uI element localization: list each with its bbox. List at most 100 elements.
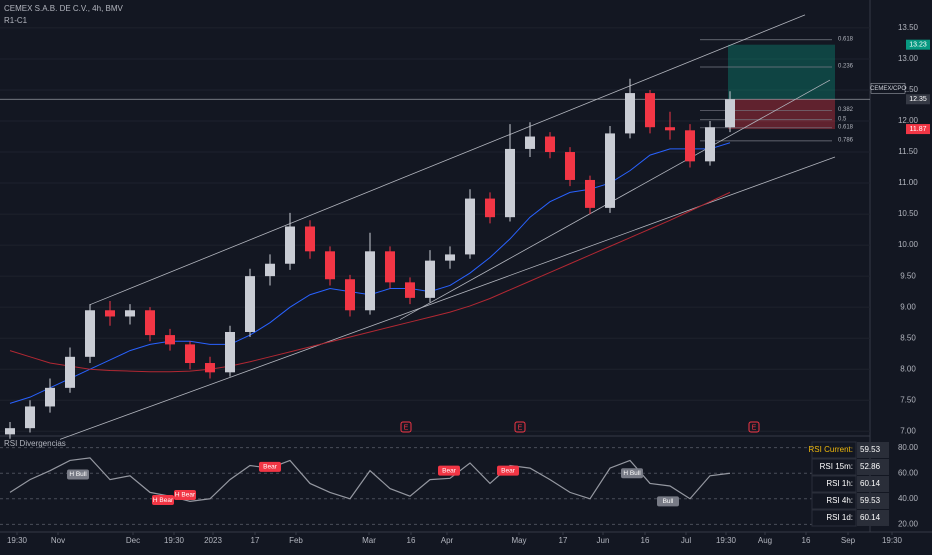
table-value-cell: [857, 442, 889, 458]
target-tag: 13.23: [909, 42, 927, 49]
event-marker: [748, 421, 760, 433]
event-marker: [514, 421, 526, 433]
x-tick-label: Aug: [758, 536, 772, 545]
x-tick-label: Dec: [126, 536, 140, 545]
y-tick-label: 13.00: [898, 54, 919, 63]
x-tick-label: 19:30: [164, 536, 185, 545]
divergence-label: Bear: [501, 467, 516, 474]
candle-body: [345, 279, 355, 311]
candle-body: [565, 152, 575, 180]
table-label: RSI 4h:: [826, 496, 853, 505]
fib-label: 0.236: [838, 64, 854, 70]
stop-tag-bg: [906, 124, 930, 135]
x-tick-label: 16: [407, 536, 416, 545]
target-tag-bg: [906, 39, 930, 50]
y-tick-label: 11.00: [898, 178, 918, 187]
table-value: 59.53: [860, 496, 881, 505]
rsi-title: RSI Divergencias: [4, 439, 66, 448]
fib-label: 0.382: [838, 107, 854, 113]
y-tick-label: 9.50: [900, 271, 916, 280]
event-marker: [400, 421, 412, 433]
candle-body: [145, 310, 155, 336]
table-label: RSI Current:: [809, 445, 853, 454]
x-tick-label: 19:30: [716, 536, 737, 545]
table-label: RSI 1h:: [826, 479, 853, 488]
table-label: RSI 1d:: [826, 513, 853, 522]
candle-body: [5, 428, 15, 435]
y-tick-label: 8.00: [900, 364, 916, 373]
candle-body: [325, 251, 335, 280]
candle-body: [365, 251, 375, 311]
price-tag-bg: [906, 94, 930, 105]
divergence-label: Bear: [263, 464, 278, 471]
rsi-tick-label: 80.00: [898, 443, 919, 452]
x-tick-label: 19:30: [7, 536, 28, 545]
table-label-cell: [811, 492, 857, 510]
event-label: E: [518, 424, 523, 431]
x-tick-label: Feb: [289, 536, 303, 545]
divergence-label: H Bull: [69, 471, 87, 478]
divergence-label: Bull: [663, 498, 674, 505]
divergence-badge: [152, 495, 174, 506]
divergence-badge: [174, 489, 196, 500]
candle-body: [665, 127, 675, 131]
candle-body: [225, 331, 235, 373]
x-tick-label: 17: [559, 536, 568, 545]
candle-body: [45, 387, 55, 407]
divergence-badge: [497, 465, 519, 476]
y-tick-label: 8.50: [900, 333, 916, 342]
fib-label: 0.786: [838, 137, 854, 143]
y-tick-label: 11.50: [898, 147, 918, 156]
candle-body: [685, 130, 695, 162]
y-tick-label: 12.00: [898, 116, 919, 125]
candle-body: [65, 356, 75, 388]
table-value-cell: [857, 493, 889, 509]
divergence-label: Bear: [442, 467, 457, 474]
fib-label: 0.618: [838, 124, 854, 130]
candle-body: [265, 263, 275, 277]
x-tick-label: Apr: [441, 536, 454, 545]
table-value: 60.14: [860, 513, 881, 522]
candle-body: [105, 310, 115, 317]
divergence-badge: [621, 468, 643, 479]
indicator-name: R1-C1: [4, 16, 28, 25]
x-tick-label: 17: [251, 536, 260, 545]
y-tick-label: 7.00: [900, 426, 916, 435]
trendline: [89, 14, 806, 306]
table-value: 59.53: [860, 445, 881, 454]
candle-body: [625, 93, 635, 134]
price-tag: 12.35: [909, 96, 927, 103]
x-tick-label: Mar: [362, 536, 376, 545]
candle-body: [245, 276, 255, 332]
event-label: E: [752, 424, 757, 431]
table-value: 60.14: [860, 479, 881, 488]
x-tick-label: May: [511, 536, 526, 545]
rsi-tick-label: 40.00: [898, 494, 919, 503]
x-tick-label: 2023: [204, 536, 222, 545]
table-label: RSI 15m:: [820, 462, 853, 471]
divergence-label: H Bear: [175, 492, 196, 499]
y-tick-label: 9.00: [900, 302, 916, 311]
table-value-cell: [857, 459, 889, 475]
x-tick-label: 16: [802, 536, 811, 545]
moving-average: [9, 191, 731, 373]
table-value: 52.86: [860, 462, 881, 471]
y-tick-label: 12.50: [898, 85, 919, 94]
candle-body: [525, 136, 535, 149]
x-tick-label: Nov: [51, 536, 65, 545]
x-tick-label: Jun: [597, 536, 610, 545]
candle-body: [505, 148, 515, 218]
x-tick-label: Sep: [841, 536, 856, 545]
candle-body: [425, 260, 435, 298]
y-tick-label: 13.50: [898, 23, 919, 32]
divergence-badge: [438, 465, 460, 476]
candle-body: [185, 344, 195, 364]
candle-body: [305, 226, 315, 252]
candle-body: [285, 226, 295, 264]
table-value-cell: [857, 510, 889, 526]
rsi-tick-label: 20.00: [898, 519, 919, 528]
candle-body: [705, 127, 715, 162]
divergence-label: H Bear: [153, 497, 174, 504]
rsi-tick-label: 60.00: [898, 468, 919, 477]
